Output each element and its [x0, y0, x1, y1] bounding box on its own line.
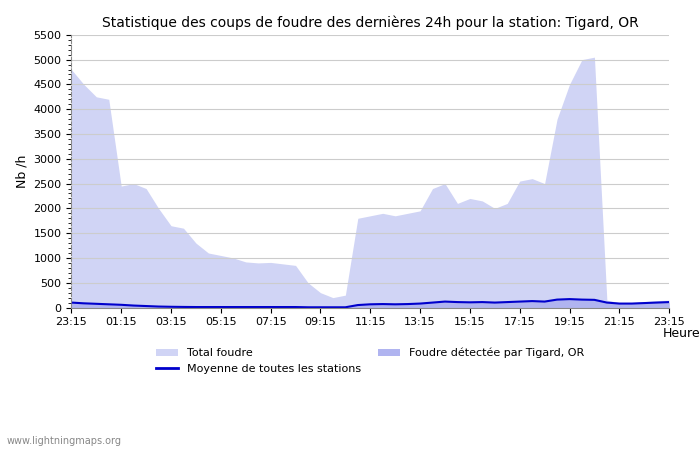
Title: Statistique des coups de foudre des dernières 24h pour la station: Tigard, OR: Statistique des coups de foudre des dern… [102, 15, 638, 30]
Text: www.lightningmaps.org: www.lightningmaps.org [7, 436, 122, 446]
Y-axis label: Nb /h: Nb /h [15, 154, 28, 188]
Legend: Total foudre, Moyenne de toutes les stations, Foudre détectée par Tigard, OR: Total foudre, Moyenne de toutes les stat… [152, 343, 589, 378]
X-axis label: Heure: Heure [662, 327, 700, 340]
